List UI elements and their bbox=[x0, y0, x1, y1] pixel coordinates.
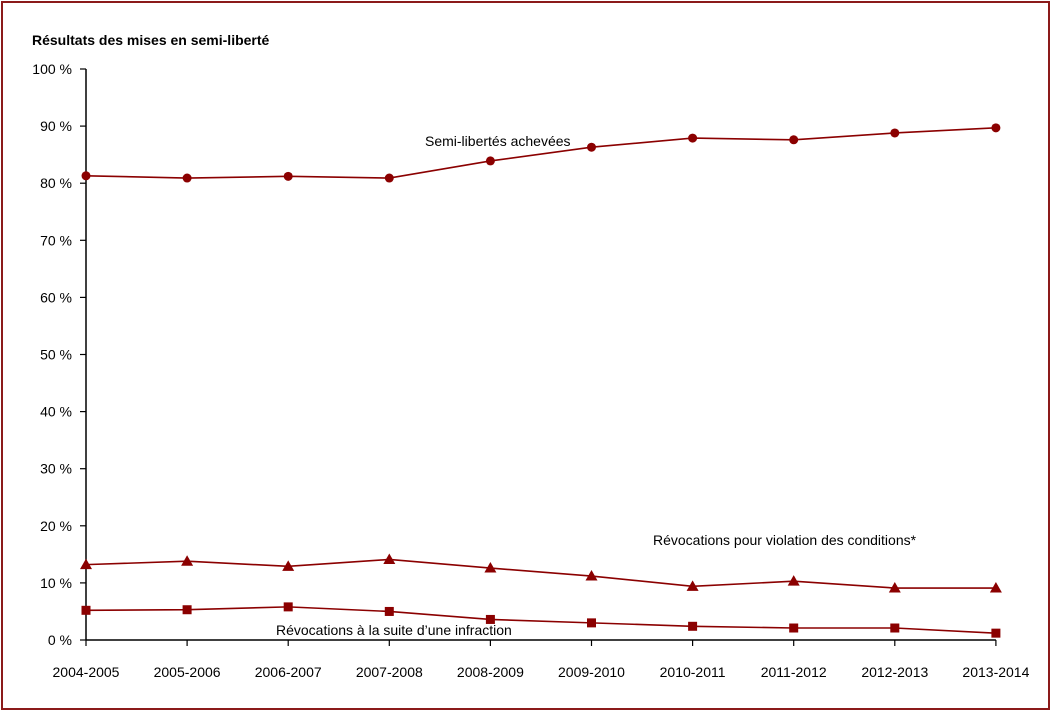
y-tick-label: 50 % bbox=[40, 347, 72, 363]
axes: 0 % 10 % 20 % 30 % 40 % 50 % 60 % 70 % 80 % 90 % 1… bbox=[32, 61, 1029, 680]
y-tick-label: 100 % bbox=[32, 61, 72, 77]
y-tick-label: 20 % bbox=[40, 518, 72, 534]
data-point-circle bbox=[688, 133, 698, 143]
x-tick-label: 2013-2014 bbox=[962, 664, 1029, 680]
x-tick-label: 2005-2006 bbox=[154, 664, 221, 680]
series-line bbox=[85, 606, 996, 634]
data-point-triangle bbox=[787, 575, 800, 586]
x-tick-label: 2011-2012 bbox=[761, 664, 827, 680]
data-point-triangle bbox=[989, 582, 1002, 593]
data-point-triangle bbox=[484, 562, 497, 573]
data-point-square bbox=[587, 618, 596, 628]
data-point-circle bbox=[587, 142, 596, 152]
y-tick-label: 0 % bbox=[48, 632, 72, 648]
data-point-triangle bbox=[585, 570, 598, 581]
data-point-square bbox=[890, 623, 900, 633]
data-point-triangle bbox=[181, 555, 194, 566]
data-point-square bbox=[81, 605, 91, 615]
data-point-square bbox=[789, 623, 799, 633]
data-point-square bbox=[384, 606, 394, 616]
data-point-triangle bbox=[888, 582, 901, 593]
series-label: Révocations à la suite d’une infraction bbox=[276, 622, 512, 638]
series-line bbox=[85, 558, 996, 589]
chart-title: Résultats des mises en semi-liberté bbox=[32, 32, 270, 48]
data-point-square bbox=[283, 602, 293, 612]
x-tick-label: 2006-2007 bbox=[255, 664, 322, 680]
data-point-circle bbox=[182, 173, 192, 183]
y-tick-label: 40 % bbox=[40, 404, 72, 420]
data-point-circle bbox=[283, 171, 293, 181]
y-tick-label: 30 % bbox=[40, 461, 72, 477]
data-point-triangle bbox=[686, 580, 699, 591]
data-point-circle bbox=[384, 173, 394, 183]
data-point-circle bbox=[789, 135, 799, 145]
y-tick-label: 10 % bbox=[40, 575, 72, 591]
x-tick-label: 2008-2009 bbox=[457, 664, 524, 680]
data-point-circle bbox=[81, 171, 91, 181]
data-point-square bbox=[991, 628, 1001, 638]
series-label: Révocations pour violation des condition… bbox=[653, 532, 917, 548]
data-point-square bbox=[182, 605, 192, 615]
y-tick-label: 60 % bbox=[40, 289, 72, 305]
x-tick-label: 2009-2010 bbox=[558, 664, 625, 680]
series-line bbox=[85, 127, 996, 179]
data-point-circle bbox=[890, 128, 900, 138]
data-point-square bbox=[485, 614, 495, 624]
data-point-triangle bbox=[80, 558, 92, 570]
data-point-circle bbox=[991, 123, 1001, 133]
x-tick-label: 2007-2008 bbox=[356, 664, 423, 680]
y-tick-label: 70 % bbox=[40, 232, 72, 248]
y-tick-label: 80 % bbox=[40, 175, 72, 191]
x-tick-label: 2004-2005 bbox=[53, 664, 120, 680]
series-layer bbox=[80, 123, 1002, 638]
series-labels: Semi-libertés achevées Révocations pour v… bbox=[276, 133, 917, 638]
data-point-square bbox=[688, 621, 698, 631]
data-point-triangle bbox=[383, 553, 396, 564]
data-point-circle bbox=[485, 156, 495, 166]
x-tick-label: 2012-2013 bbox=[861, 664, 928, 680]
series-label: Semi-libertés achevées bbox=[425, 133, 571, 149]
y-tick-label: 90 % bbox=[40, 118, 72, 134]
x-tick-label: 2010-2011 bbox=[660, 664, 726, 680]
data-point-triangle bbox=[282, 560, 295, 571]
